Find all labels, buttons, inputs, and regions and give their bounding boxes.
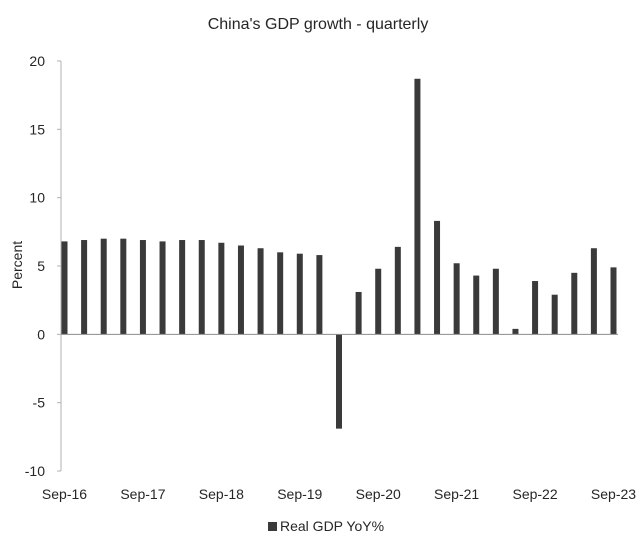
y-tick-label: 5 <box>37 258 45 274</box>
bar-dec-20 <box>394 246 401 335</box>
x-tick-label: Sep-19 <box>277 486 322 502</box>
bar-mar-23 <box>571 272 578 335</box>
y-tick-label: 15 <box>29 121 45 137</box>
y-tick-label: 20 <box>29 53 45 69</box>
bar-jun-23 <box>590 248 597 335</box>
bar-mar-17 <box>100 238 107 335</box>
bar-dec-22 <box>551 294 558 335</box>
bar-jun-19 <box>277 252 284 335</box>
x-tick-label: Sep-23 <box>591 486 636 502</box>
bar-dec-17 <box>159 241 166 335</box>
x-tick-label: Sep-20 <box>356 486 401 502</box>
bar-jun-21 <box>434 220 441 335</box>
bar-dec-18 <box>237 245 244 335</box>
y-tick-label: 10 <box>29 190 45 206</box>
y-tick-label: 0 <box>37 326 45 342</box>
bar-sep-20 <box>375 268 382 335</box>
chart-title: China's GDP growth - quarterly <box>208 16 429 33</box>
bar-mar-19 <box>257 248 264 335</box>
y-tick-label: -5 <box>33 395 46 411</box>
bar-jun-20 <box>355 291 362 335</box>
bar-sep-17 <box>139 240 146 335</box>
bar-dec-21 <box>473 275 480 335</box>
bar-sep-23 <box>610 267 617 335</box>
x-tick-label: Sep-21 <box>434 486 479 502</box>
bar-jun-17 <box>120 238 127 335</box>
x-tick-label: Sep-17 <box>120 486 165 502</box>
x-tick-label: Sep-22 <box>512 486 557 502</box>
bar-mar-18 <box>179 240 186 335</box>
bar-mar-22 <box>492 268 499 335</box>
bar-mar-20 <box>336 334 342 429</box>
bars-group <box>61 78 617 429</box>
y-tick-label: -10 <box>25 463 45 479</box>
bar-sep-19 <box>296 253 303 335</box>
y-axis-label: Percent <box>9 241 25 289</box>
bar-jun-18 <box>198 240 205 335</box>
bar-sep-22 <box>532 281 539 335</box>
bar-jun-22 <box>512 328 519 335</box>
legend: Real GDP YoY% <box>268 518 384 534</box>
x-tick-label: Sep-18 <box>199 486 244 502</box>
legend-label: Real GDP YoY% <box>280 518 384 534</box>
legend-swatch <box>268 522 277 531</box>
y-axis: -10 -5 0 5 10 15 20 <box>25 53 62 479</box>
bar-dec-16 <box>81 240 88 335</box>
bar-sep-18 <box>218 242 225 335</box>
x-axis: Sep-16 Sep-17 Sep-18 Sep-19 Sep-20 Sep-21 Sep-… <box>42 333 636 502</box>
x-tick-label: Sep-16 <box>42 486 87 502</box>
bar-dec-19 <box>316 255 323 335</box>
bar-sep-16 <box>61 241 68 335</box>
bar-sep-21 <box>453 263 460 335</box>
bar-mar-21 <box>414 78 421 335</box>
